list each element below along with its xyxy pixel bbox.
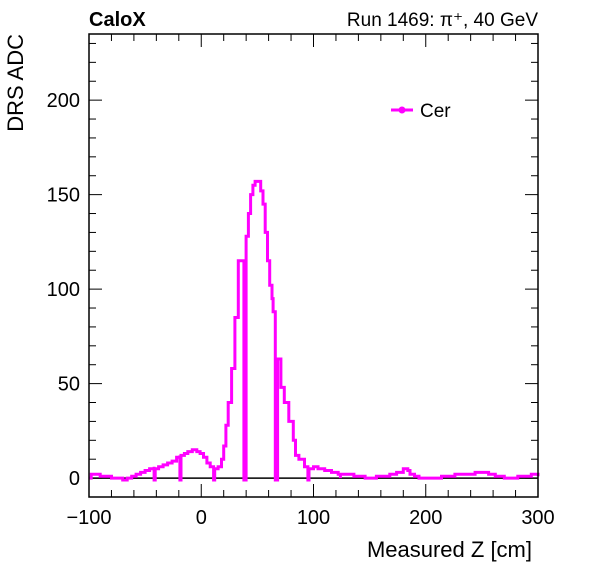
plot-series <box>89 179 540 482</box>
x-tick-label: −100 <box>66 507 111 529</box>
x-tick-label: 100 <box>297 507 330 529</box>
y-tick-label: 50 <box>58 374 80 396</box>
y-tick-label: 200 <box>47 90 80 112</box>
y-axis-label: DRS ADC <box>3 34 28 132</box>
y-tick-label: 100 <box>47 279 80 301</box>
y-tick-label: 150 <box>47 185 80 207</box>
x-axis-label: Measured Z [cm] <box>367 537 532 562</box>
series-line-cer <box>89 179 540 482</box>
header-left-label: CaloX <box>89 9 146 31</box>
legend: Cer <box>391 101 451 122</box>
plot-frame <box>88 33 539 498</box>
x-tick-label: 300 <box>521 507 554 529</box>
y-tick-label: 0 <box>69 468 80 490</box>
legend-swatch-marker <box>398 106 406 114</box>
header-right-label: Run 1469: π⁺, 40 GeV <box>347 10 538 31</box>
x-tick-label: 200 <box>409 507 442 529</box>
legend-entry-cer: Cer <box>420 101 451 122</box>
plot-axes: −100 0 100 200 300 0 50 100 150 200 <box>47 34 555 529</box>
x-tick-label: 0 <box>196 507 207 529</box>
